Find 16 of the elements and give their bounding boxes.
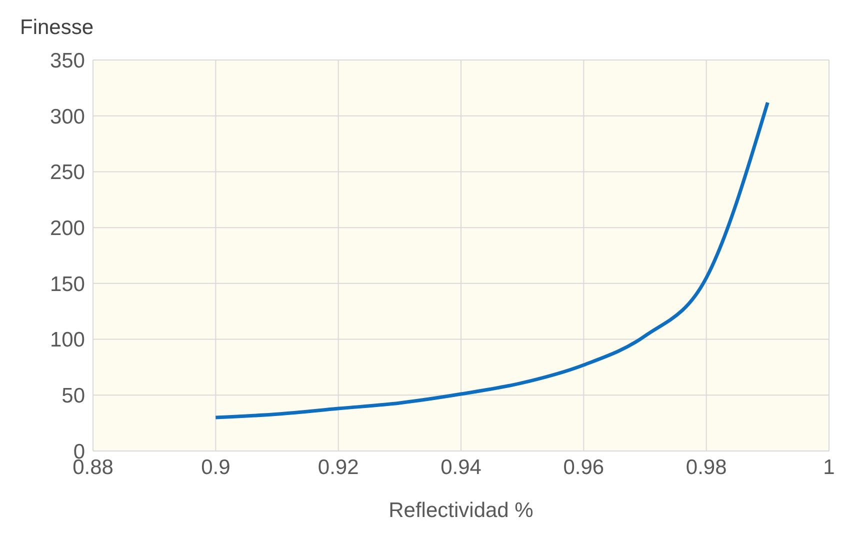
- y-tick-label: 50: [62, 384, 85, 408]
- x-tick-label: 0.96: [563, 456, 604, 479]
- x-tick-label: 0.94: [440, 456, 482, 479]
- y-axis-title: Finesse: [20, 16, 94, 40]
- y-tick-label: 200: [50, 217, 85, 240]
- x-tick-label: 0.98: [686, 456, 727, 479]
- x-axis-title: Reflectividad %: [388, 499, 534, 522]
- x-tick-label: 0.9: [201, 456, 230, 479]
- x-tick-label: 1: [823, 456, 835, 479]
- y-tick-label: 100: [50, 328, 85, 352]
- x-tick-label: 0.92: [318, 456, 359, 479]
- y-tick-label: 250: [50, 161, 85, 184]
- y-tick-label: 150: [50, 272, 85, 296]
- line-series: [214, 100, 770, 420]
- y-tick-label: 350: [50, 49, 85, 72]
- y-tick-label: 300: [50, 105, 85, 128]
